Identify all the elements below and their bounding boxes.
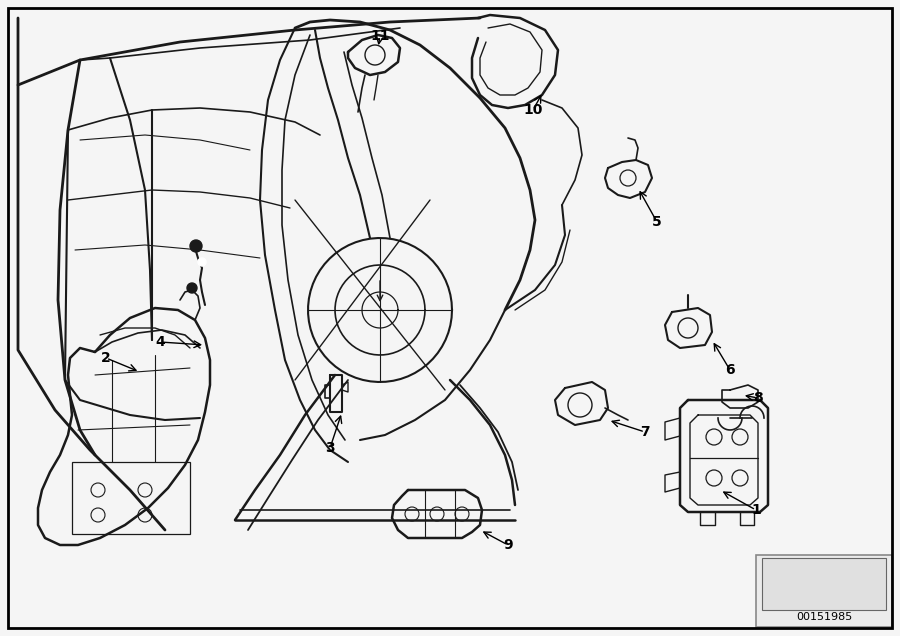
Text: 4: 4 [155,335,165,349]
Bar [762,558,886,610]
Text: 7: 7 [640,425,650,439]
Text: 11: 11 [370,29,390,43]
Circle shape [190,240,202,252]
Text: 1: 1 [752,503,760,517]
Polygon shape [768,565,840,608]
Bar [72,462,190,534]
Circle shape [198,258,206,266]
Bar [756,555,892,627]
Text: 5: 5 [652,215,662,229]
Text: 00151985: 00151985 [796,612,852,622]
Text: 6: 6 [725,363,734,377]
Text: 10: 10 [523,103,543,117]
Text: 3: 3 [325,441,335,455]
Text: 8: 8 [753,391,763,405]
Text: 2: 2 [101,351,111,365]
Text: 9: 9 [503,538,513,552]
Circle shape [187,283,197,293]
